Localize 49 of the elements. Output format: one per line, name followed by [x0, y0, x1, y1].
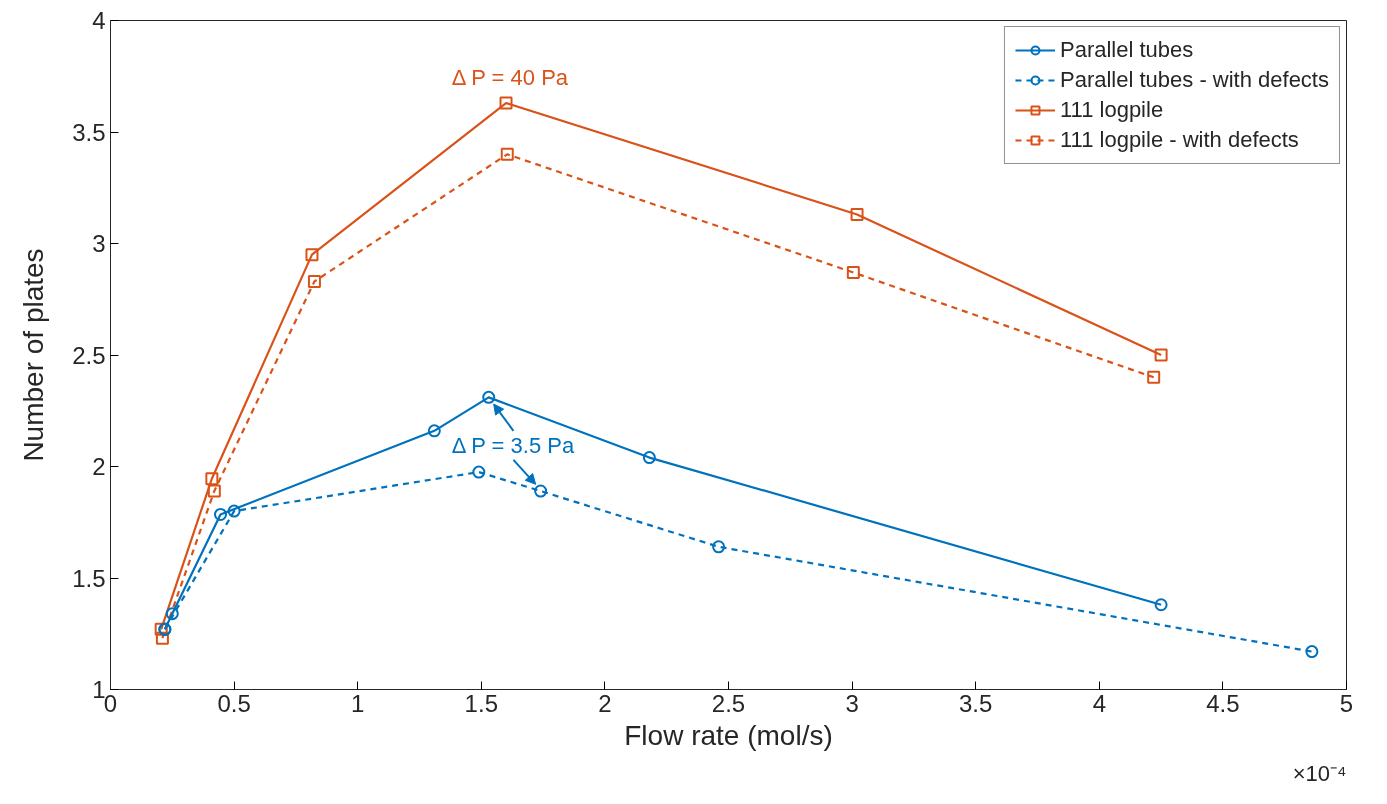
y-tick-label: 4: [92, 7, 106, 34]
point: [165, 607, 179, 621]
point: [1154, 598, 1168, 612]
x-tick-label: 2.5: [711, 689, 746, 717]
point: [227, 504, 241, 518]
x-tick-label: 0: [103, 689, 118, 717]
point: [1147, 370, 1161, 384]
x-axis-title: Flow rate (mol/s): [624, 719, 833, 751]
point: [214, 507, 227, 521]
x-tick-label: 1: [351, 689, 365, 717]
point: [154, 622, 168, 636]
point: [155, 631, 169, 645]
legend-label: 111 logpile: [1059, 97, 1164, 123]
point: [1154, 348, 1168, 362]
point: [427, 424, 441, 438]
x-tick-label: 3.5: [959, 689, 993, 717]
point: [712, 540, 726, 554]
point: [205, 472, 219, 486]
legend-label: Parallel tubes - with defects: [1059, 67, 1329, 93]
x-tick-label: 4: [1092, 689, 1106, 717]
point: [846, 265, 860, 279]
point: [307, 274, 321, 288]
point: [207, 484, 221, 498]
point: [642, 451, 656, 465]
point: [499, 96, 513, 110]
y-tick-label: 2.5: [72, 341, 106, 369]
x-tick-label: 5: [1339, 689, 1354, 717]
y-tick-label: 3: [92, 230, 106, 257]
x-tick-label: 1.5: [464, 689, 498, 717]
y-tick-label: 1.5: [72, 564, 106, 592]
annotation: Δ P = 3.5 Pa: [451, 432, 575, 458]
point: [500, 147, 514, 161]
x-tick-label: 0.5: [217, 689, 251, 717]
point: [305, 248, 319, 262]
point: [850, 208, 864, 222]
annotation: Δ P = 40 Pa: [451, 64, 569, 90]
y-axis-title: Number of plates: [18, 248, 50, 462]
x-tick-label: 3: [845, 689, 859, 717]
point: [472, 465, 486, 479]
x-tick-label: 4.5: [1206, 689, 1240, 717]
point: [1305, 645, 1319, 659]
y-tick-label: 3.5: [72, 118, 106, 146]
text: ×10⁻⁴: [1292, 760, 1347, 786]
point: [482, 390, 496, 404]
point: [534, 484, 548, 498]
legend-label: Parallel tubes: [1059, 37, 1194, 63]
legend-label: 111 logpile - with defects: [1059, 127, 1299, 153]
y-tick-label: 2: [92, 453, 106, 480]
x-tick-label: 2: [598, 689, 612, 717]
